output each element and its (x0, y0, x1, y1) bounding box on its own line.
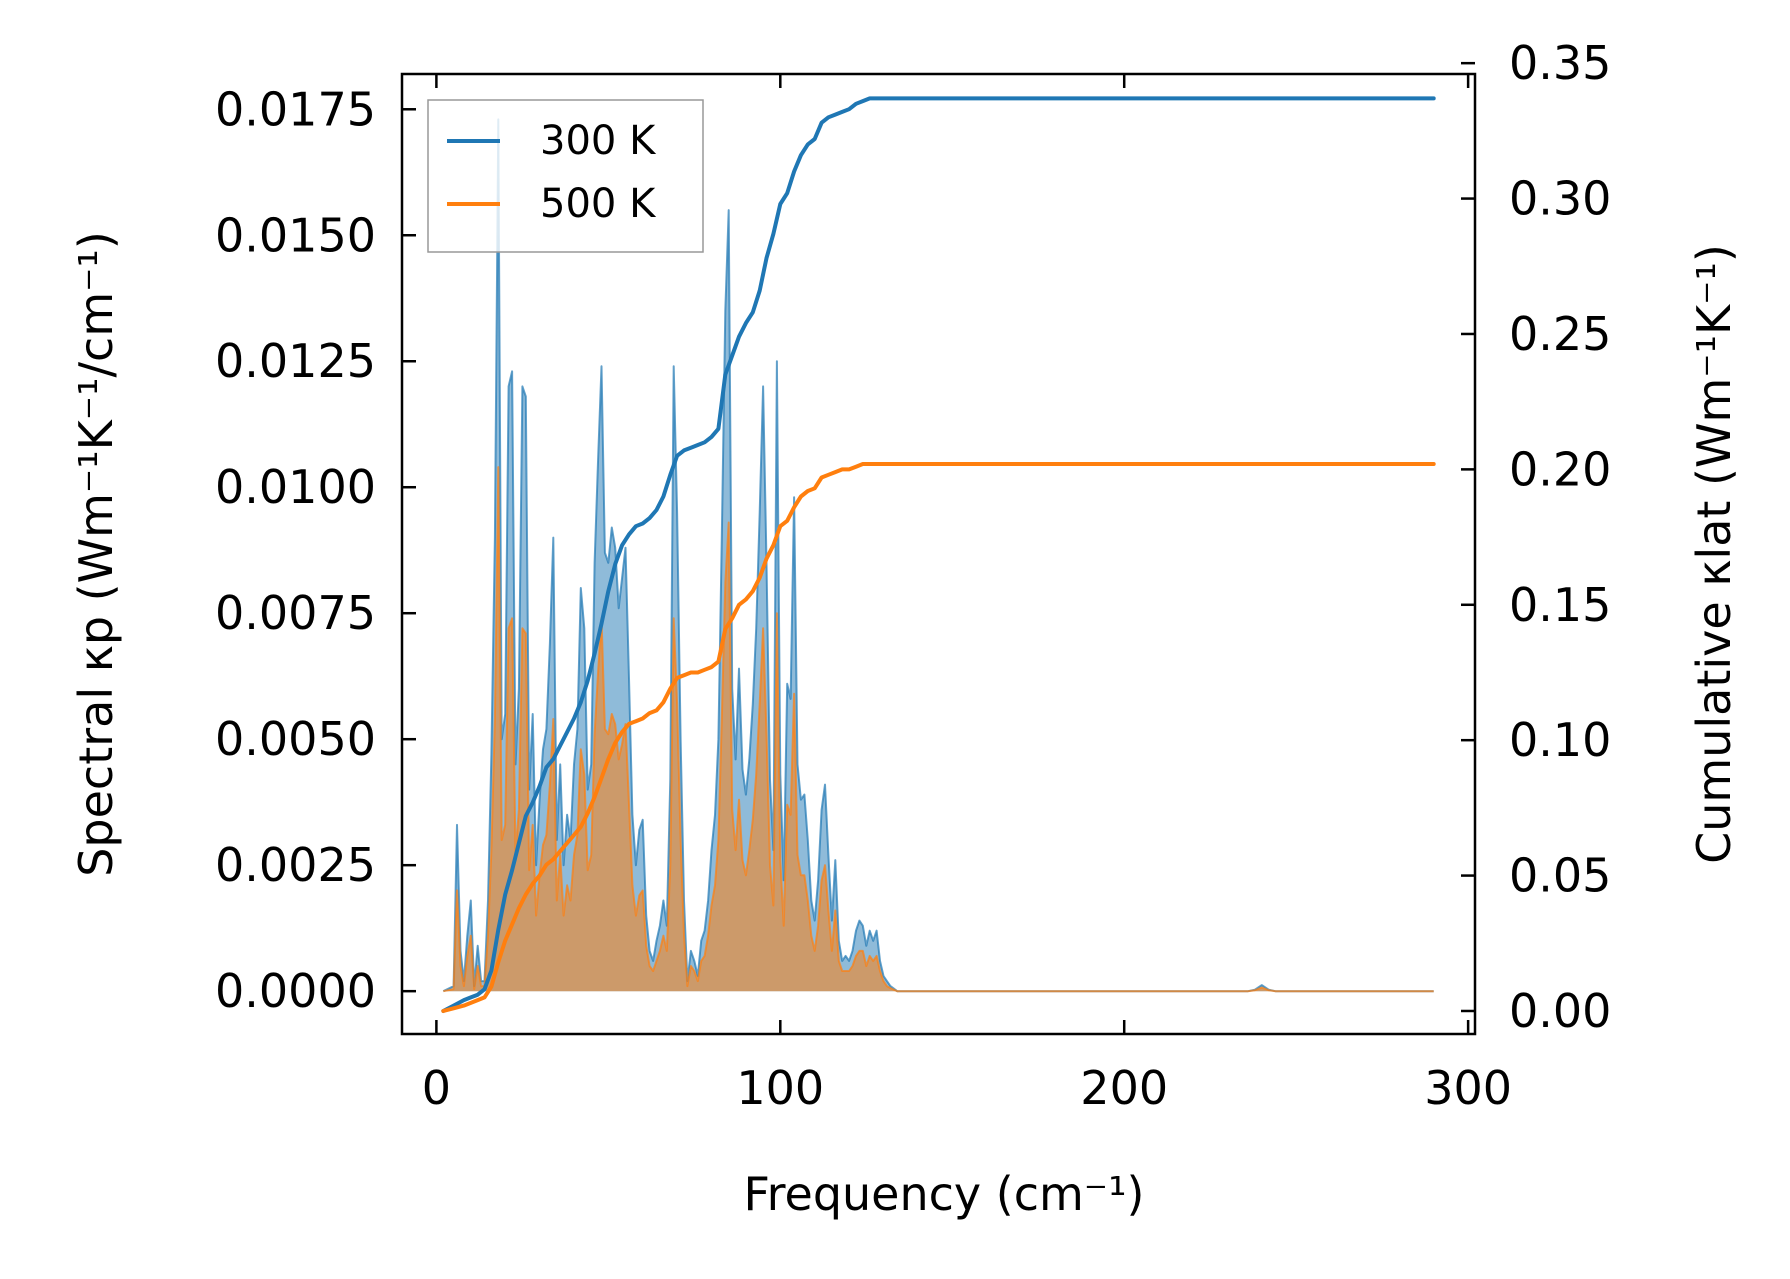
right-y-tick-label: 0.35 (1509, 36, 1611, 90)
left-y-tick-label: 0.0025 (215, 838, 376, 892)
spectral-line-300k (442, 118, 1434, 993)
spectral-area-500k (443, 467, 1434, 992)
spectral-line-layer (442, 118, 1434, 993)
legend-box (427, 99, 704, 253)
left-y-tick-label: 0.0050 (215, 712, 376, 766)
left-y-tick-label: 0.0150 (215, 208, 376, 262)
right-y-tick-label: 0.05 (1509, 849, 1611, 903)
right-y-tick-label: 0.15 (1509, 578, 1611, 632)
legend: 300 K 500 K (427, 99, 704, 253)
x-tick-label: 0 (422, 1061, 451, 1115)
right-y-tick-label: 0.00 (1509, 984, 1611, 1038)
x-axis-title: Frequency (cm⁻¹) (744, 1167, 1145, 1221)
cumulative-line-layer (441, 96, 1436, 1013)
x-tick-label: 200 (1080, 1061, 1168, 1115)
legend-label-500k: 500 K (540, 181, 657, 227)
right-y-tick-label: 0.30 (1509, 172, 1611, 226)
left-y-tick-label: 0.0100 (215, 460, 376, 514)
x-tick-label: 100 (736, 1061, 824, 1115)
right-y-tick-label: 0.20 (1509, 442, 1611, 496)
right-y-tick-label: 0.25 (1509, 307, 1611, 361)
left-y-tick-label: 0.0075 (215, 586, 376, 640)
left-y-tick-label: 0.0175 (215, 82, 376, 136)
spectral-fill-layer (443, 119, 1434, 992)
x-tick-label: 300 (1424, 1061, 1512, 1115)
cumulative-line-300k (441, 96, 1436, 1013)
left-y-tick-label: 0.0000 (215, 964, 376, 1018)
legend-label-300k: 300 K (540, 118, 657, 164)
left-y-axis-title: Spectral κp (Wm⁻¹K⁻¹/cm⁻¹) (69, 231, 123, 877)
cumulative-line-500k (441, 462, 1436, 1013)
spectral-line-500k (443, 466, 1434, 993)
plot-frame (400, 72, 1477, 1036)
left-y-tick-label: 0.0125 (215, 334, 376, 388)
right-y-axis-title: Cumulative κlat (Wm⁻¹K⁻¹) (1687, 244, 1741, 864)
tick-layer: 0 100 200 300 0.0000 0.0025 0.0050 0.0075 0.0100… (215, 36, 1611, 1115)
right-y-tick-label: 0.10 (1509, 713, 1611, 767)
